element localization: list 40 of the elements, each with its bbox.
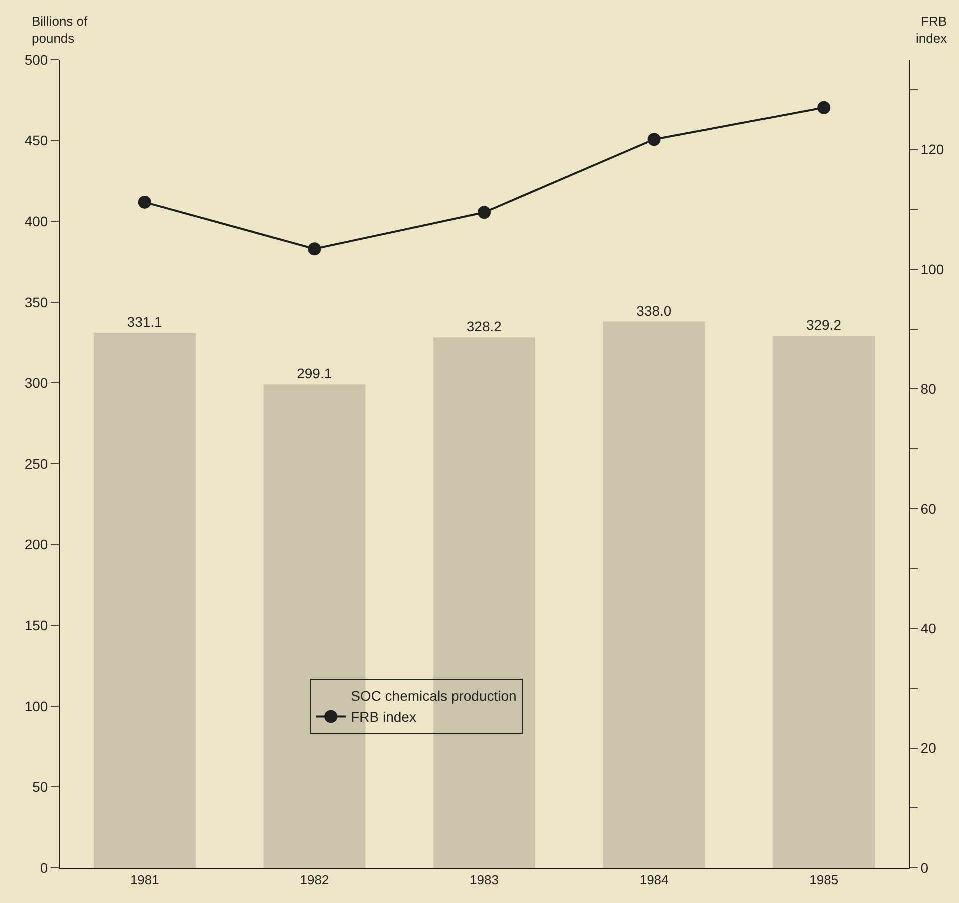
x-tick-label: 1983 (470, 872, 499, 888)
y-tick-label: 250 (24, 456, 48, 472)
y-tick-label: 500 (24, 52, 48, 68)
y2-axis-title: FRB index (916, 14, 948, 46)
data-label: 299.1 (297, 366, 332, 382)
bar (603, 322, 706, 868)
point (818, 101, 831, 114)
y-tick-label: 400 (24, 214, 48, 230)
y-tick-label: 350 (24, 294, 48, 310)
y-tick-label: 100 (24, 698, 48, 714)
bar (773, 336, 876, 868)
y-tick-label: 0 (40, 860, 48, 876)
y2-tick-label: 100 (920, 261, 944, 278)
y2-tick-label: 60 (920, 500, 937, 517)
x-tick-label: 1981 (130, 872, 160, 888)
x-tick-label: 1985 (810, 872, 839, 888)
x-tick-label: 1982 (300, 872, 330, 888)
point (308, 242, 322, 256)
y-axis-title: Billions of pounds (32, 14, 88, 46)
y2-tick-label: 20 (920, 740, 937, 756)
y2-tick-label: 0 (920, 860, 929, 876)
y-tick-label: 450 (24, 132, 48, 149)
y2-tick-label: 40 (920, 620, 937, 636)
data-label: 331.1 (127, 314, 163, 330)
bar (94, 332, 196, 868)
y-tick-label: 200 (24, 536, 48, 553)
data-label: 328.2 (466, 318, 502, 335)
y-tick-label: 300 (24, 375, 48, 392)
point (138, 196, 152, 209)
point (648, 133, 661, 146)
y2-tick-label: 120 (920, 142, 944, 158)
data-label: 338.0 (636, 302, 672, 319)
point (478, 206, 491, 220)
data-label: 329.2 (806, 317, 842, 334)
x-tick-label: 1984 (640, 872, 669, 888)
series-label: SOC chemicals production (351, 688, 517, 704)
y2-tick-label: 80 (920, 381, 937, 398)
legend-label: FRB index (351, 709, 416, 726)
y-tick-label: 50 (32, 779, 48, 796)
y-tick-label: 150 (24, 618, 48, 634)
